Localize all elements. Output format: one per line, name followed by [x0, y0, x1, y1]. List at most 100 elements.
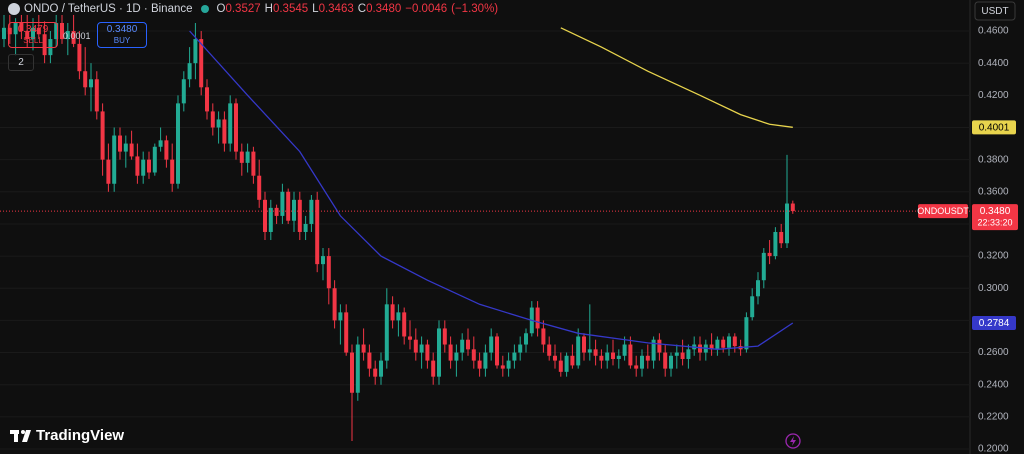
candle-body: [257, 175, 262, 200]
candle-body: [239, 151, 244, 163]
candle-body: [669, 355, 673, 369]
ohlc-name: H: [264, 3, 273, 15]
candle-body: [245, 151, 250, 163]
ohlc-name: O: [216, 3, 226, 15]
candle-body: [268, 207, 273, 232]
logo-dot: [21, 430, 25, 434]
candle-body: [500, 365, 505, 369]
candle-body: [25, 31, 30, 40]
candle-body: [547, 344, 552, 356]
ohlc-value: 0.3463: [318, 3, 354, 15]
candle-body: [303, 223, 308, 232]
spread: 0.0001: [63, 31, 91, 41]
logo: TradingView: [10, 427, 124, 444]
candle-body: [263, 199, 267, 232]
change: −0.0046: [405, 3, 448, 15]
candle-body: [460, 339, 465, 353]
currency-button[interactable]: [974, 1, 1016, 21]
y-tick-label: 0.2400: [978, 379, 1009, 390]
alert-icon[interactable]: [785, 433, 801, 449]
candle-body: [495, 336, 499, 366]
candle-body: [744, 317, 749, 350]
logo-stem: [14, 430, 18, 442]
candle-body: [471, 349, 476, 361]
candle-body: [147, 159, 151, 173]
moving-average: [189, 30, 794, 350]
candle-body: [640, 355, 644, 369]
ma-tag: 0.4001: [979, 122, 1010, 133]
candle-body: [152, 146, 157, 173]
buy-label: BUY: [113, 36, 131, 45]
currency[interactable]: USDT: [981, 6, 1008, 17]
candle-body: [274, 207, 279, 216]
y-tick-label: 0.2200: [978, 412, 1009, 423]
candle-body: [790, 203, 795, 212]
candle-body: [344, 312, 349, 353]
candle-body: [785, 203, 789, 244]
candle-body: [779, 231, 784, 244]
candle-body: [512, 352, 517, 361]
ma-tag: 0.2784: [979, 318, 1010, 329]
sell-button[interactable]: 0.3479 SELL: [8, 22, 58, 48]
logo-slash: [22, 430, 31, 442]
candle-body: [129, 143, 134, 157]
ohlc-name: C: [357, 3, 367, 15]
candle-body: [721, 339, 726, 348]
candle-body: [448, 344, 453, 361]
candle-body: [419, 344, 424, 353]
change-pct: (−1.30%): [451, 3, 499, 15]
candle-body: [286, 191, 291, 221]
candle-body: [89, 79, 93, 88]
price-tag-bg: [972, 204, 1018, 231]
candle-body: [54, 22, 59, 40]
sell-price: 0.3479: [17, 24, 49, 35]
candle-body: [94, 79, 99, 112]
symbol-tag-bg: [918, 204, 968, 219]
toggle-count: 2: [18, 57, 24, 68]
y-tick-label: 0.4200: [978, 90, 1009, 101]
symbol-icon: [8, 3, 20, 15]
candle-body: [756, 280, 760, 297]
buy-button[interactable]: 0.3480 BUY: [97, 22, 147, 48]
candle-body: [338, 312, 343, 321]
candle-body: [106, 159, 111, 184]
candle-body: [402, 312, 407, 337]
candle-body: [489, 336, 494, 353]
candle-body: [379, 360, 383, 377]
candle-body: [582, 336, 586, 353]
y-tick-label: 0.2000: [978, 444, 1009, 454]
indicators-toggle[interactable]: 2: [8, 54, 34, 71]
candle-body: [2, 27, 6, 40]
candle-body: [553, 355, 557, 361]
candle-body: [181, 79, 186, 104]
candle-body: [686, 349, 691, 359]
candle-body: [622, 344, 627, 356]
candle-body: [535, 307, 540, 329]
watermark: TradingView: [36, 427, 124, 444]
candle-body: [657, 339, 662, 353]
candle-body: [112, 135, 117, 184]
candle-body: [118, 135, 122, 152]
ohlc-value: 0.3480: [366, 3, 402, 15]
candle-body: [83, 71, 88, 88]
candle-body: [750, 296, 755, 318]
candle-body: [71, 31, 76, 44]
candle-body: [408, 336, 412, 340]
ohlc-value: 0.3527: [225, 3, 261, 15]
ohlc-name: L: [312, 3, 319, 15]
symbol: ONDO / TetherUS · 1D · Binance: [24, 3, 193, 15]
candle-body: [193, 39, 198, 64]
sell-label: SELL: [23, 36, 43, 45]
candle-body: [611, 352, 615, 359]
candle-body: [123, 143, 128, 152]
candle-body: [506, 360, 511, 369]
candle-body: [36, 27, 41, 35]
candle-body: [715, 339, 720, 350]
candle-body: [663, 352, 668, 369]
ohlc-value: 0.3545: [272, 3, 309, 15]
candle-body: [651, 339, 656, 361]
candle-body: [332, 288, 337, 321]
